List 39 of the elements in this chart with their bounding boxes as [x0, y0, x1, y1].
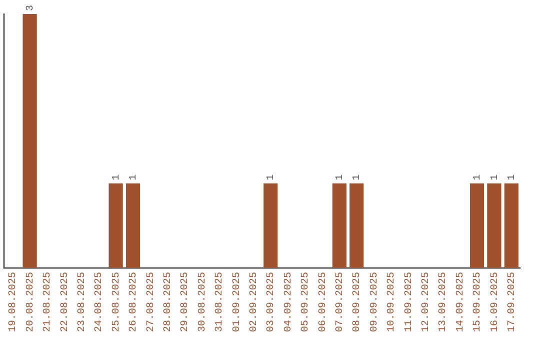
x-tick-label: 02.09.2025 — [249, 272, 260, 332]
x-tick-label: 03.09.2025 — [266, 272, 278, 332]
x-tick-label: 25.08.2025 — [111, 272, 122, 332]
x-tick-label: 07.09.2025 — [335, 272, 346, 332]
x-tick-label: 27.08.2025 — [146, 272, 157, 332]
x-tick-label: 28.08.2025 — [163, 272, 174, 332]
x-tick-label: 30.08.2025 — [197, 272, 208, 332]
x-tick-label: 01.09.2025 — [232, 272, 243, 332]
x-tick-label: 14.09.2025 — [455, 272, 466, 332]
x-tick-label: 05.09.2025 — [300, 272, 312, 332]
x-tick-label: 16.09.2025 — [490, 272, 501, 332]
data-label: 1 — [266, 174, 278, 180]
x-tick-label: 12.09.2025 — [421, 272, 432, 332]
x-tick-label: 23.08.2025 — [77, 272, 88, 332]
data-label: 1 — [507, 174, 518, 180]
x-tick-label: 15.09.2025 — [472, 272, 484, 332]
x-tick-label: 26.08.2025 — [128, 272, 140, 332]
x-tick-label: 13.09.2025 — [438, 272, 450, 332]
x-tick-label: 10.09.2025 — [386, 272, 398, 332]
x-tick-label: 04.09.2025 — [283, 272, 294, 332]
x-tick-label: 22.08.2025 — [60, 272, 71, 332]
x-tick-label: 06.09.2025 — [318, 272, 329, 332]
data-label: 1 — [111, 174, 122, 180]
x-tick-label: 09.09.2025 — [369, 272, 380, 332]
x-tick-label: 19.08.2025 — [8, 272, 20, 332]
data-label: 1 — [335, 174, 346, 180]
x-tick-label: 08.09.2025 — [352, 272, 364, 332]
data-label: 1 — [472, 174, 484, 180]
data-label: 1 — [352, 174, 364, 180]
x-tick-label: 24.08.2025 — [94, 272, 106, 332]
x-tick-label: 20.08.2025 — [25, 272, 36, 332]
x-tick-label: 11.09.2025 — [404, 272, 415, 332]
x-tick-label: 21.08.2025 — [42, 272, 54, 332]
data-label: 3 — [25, 4, 36, 11]
x-tick-label: 29.08.2025 — [180, 272, 192, 332]
data-label: 1 — [128, 174, 140, 180]
x-tick-label: 31.08.2025 — [214, 272, 226, 332]
data-label: 1 — [490, 174, 501, 180]
x-tick-label: 17.09.2025 — [507, 272, 518, 332]
